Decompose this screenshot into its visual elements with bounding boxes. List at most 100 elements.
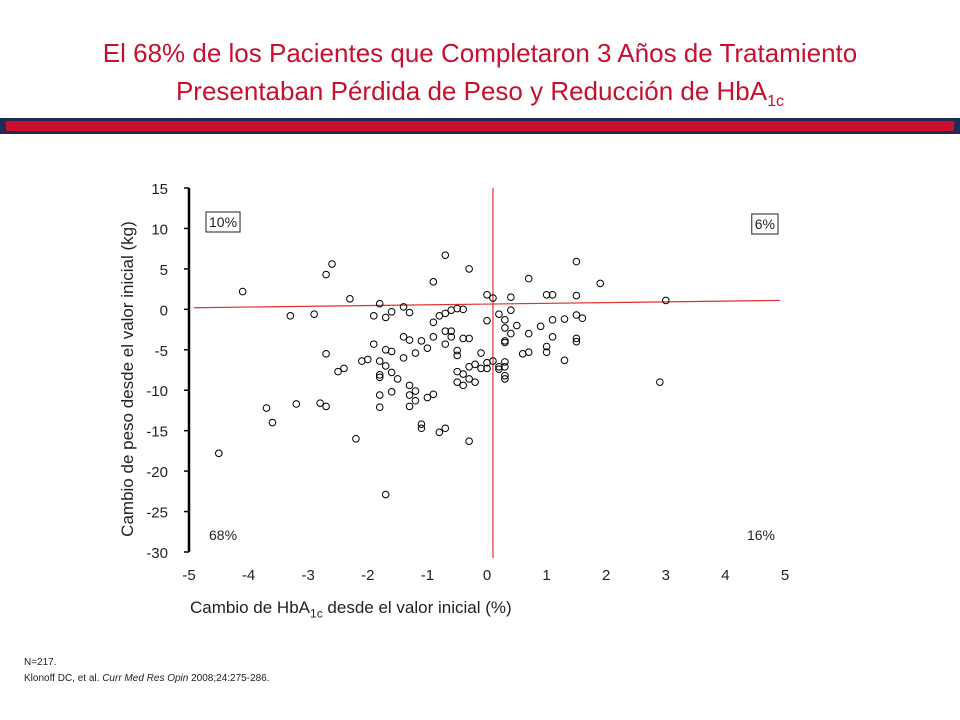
data-point [459, 334, 467, 343]
data-point [548, 290, 557, 299]
data-point [662, 296, 670, 305]
data-point [596, 279, 605, 288]
data-point [572, 337, 581, 346]
data-point [268, 418, 277, 427]
data-point [417, 424, 426, 433]
data-point [471, 378, 479, 386]
data-point [340, 364, 348, 373]
data-point [441, 340, 450, 348]
y-axis: 15 10 5 0 -5 -10 -15 -20 -25 -30 [146, 181, 191, 562]
x-tick-label: -1 [421, 567, 434, 584]
data-point [542, 342, 551, 351]
data-point [352, 434, 360, 443]
data-point [435, 428, 444, 437]
data-point [441, 424, 450, 433]
data-point [369, 340, 378, 348]
data-point [441, 309, 450, 318]
data-point [495, 310, 503, 318]
data-point [489, 357, 497, 365]
y-tick-label: 10 [151, 221, 168, 238]
y-tick-label: -30 [146, 545, 168, 562]
citation-rest: 2008;24:275-286. [188, 673, 270, 684]
data-point [483, 364, 491, 373]
data-point [477, 349, 485, 357]
data-point [542, 290, 551, 299]
data-point [411, 396, 420, 405]
data-point [524, 329, 533, 338]
data-point [405, 391, 414, 399]
data-point [375, 299, 384, 308]
quadrant-labels: 10% 6% 68% 16% [205, 211, 779, 543]
title-line-2-subscript: 1c [767, 93, 785, 111]
title-line-2-main: Presentaban Pérdida de Peso y Reducción … [175, 76, 768, 106]
citation-authors: Klonoff DC, et al. [24, 673, 103, 684]
data-point [429, 278, 438, 286]
data-point [375, 371, 384, 379]
data-point [346, 295, 354, 303]
x-tick-label: 1 [542, 567, 550, 584]
title-line-1: El 68% de los Pacientes que Completaron … [102, 38, 858, 68]
data-point [375, 391, 384, 399]
quadrant-label-top-right: 6% [755, 216, 775, 232]
data-point [417, 420, 426, 428]
data-point [572, 334, 581, 343]
data-point [513, 321, 521, 330]
data-point [423, 393, 432, 402]
data-point [411, 387, 420, 395]
data-point [393, 375, 402, 383]
data-point [572, 257, 581, 266]
quadrant-label-top-left-box [205, 211, 241, 233]
data-point [441, 251, 450, 259]
data-point [465, 437, 473, 445]
data-point [542, 348, 551, 357]
data-point [501, 375, 509, 383]
data-point [322, 402, 330, 411]
data-point [560, 315, 569, 323]
data-point [459, 305, 467, 314]
data-point [560, 356, 569, 365]
data-point [471, 360, 479, 369]
x-axis-label-rest: desde el valor inicial (%) [322, 598, 512, 617]
data-point [429, 333, 438, 341]
y-tick-label: -5 [155, 343, 168, 360]
data-point [459, 370, 467, 378]
data-point [322, 350, 330, 358]
data-point [453, 351, 462, 360]
data-point [423, 344, 432, 352]
data-point [501, 362, 509, 371]
data-point [447, 333, 456, 341]
data-point [453, 304, 462, 313]
x-tick-label: -2 [361, 567, 374, 584]
data-point [405, 381, 414, 390]
data-point [387, 388, 396, 396]
data-point [411, 349, 420, 357]
data-point [501, 338, 509, 347]
trend-line [193, 299, 781, 309]
slide-title: El 68% de los Pacientes que Completaron … [0, 34, 960, 121]
data-point [447, 327, 456, 335]
data-point [322, 270, 330, 279]
data-point [381, 490, 390, 499]
data-point [429, 318, 438, 327]
data-point [453, 346, 462, 355]
data-point [507, 293, 515, 302]
data-point [477, 364, 485, 373]
data-point [387, 307, 396, 316]
x-tick-label: -5 [182, 567, 195, 584]
data-point [656, 378, 664, 386]
data-point [292, 400, 301, 408]
data-point [364, 355, 372, 364]
data-point [381, 313, 390, 322]
data-point [501, 324, 509, 332]
x-axis-label-main: Cambio de HbA [190, 598, 311, 617]
data-point [238, 287, 247, 296]
data-point [572, 291, 581, 300]
data-point [387, 368, 396, 377]
data-point [465, 265, 473, 273]
data-point [286, 312, 295, 320]
footnote-n: N=217. [24, 657, 57, 668]
citation-journal: Curr Med Res Opin [102, 673, 189, 684]
data-point [381, 362, 390, 370]
data-point [405, 308, 414, 317]
divider-red [6, 121, 954, 131]
